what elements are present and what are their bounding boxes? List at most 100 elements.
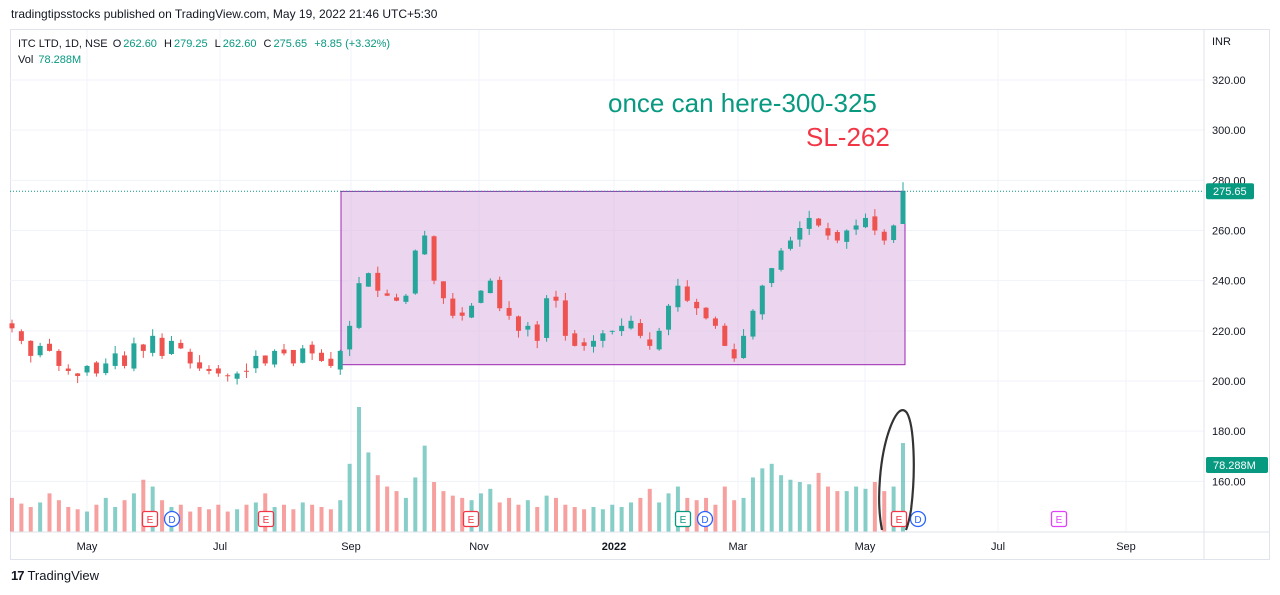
volume-bar [741,497,746,532]
candle-body [18,331,24,341]
volume-bar [160,500,165,532]
volume-bar [113,507,118,532]
candle-body [703,307,709,319]
volume-bar [394,491,399,532]
candle-body [347,325,353,350]
hand-drawn-ellipse [878,409,915,531]
candle-body [319,352,325,361]
currency-label: INR [1212,36,1231,48]
close-label: C [263,38,272,50]
annotation-stop: SL-262 [806,122,890,152]
volume-bar [94,504,99,532]
volume-bar [253,502,258,532]
earnings-marker-icon [257,510,275,528]
date-tick-label: Nov [469,541,489,553]
volume-bar [750,477,755,532]
candle-body [759,285,765,315]
volume-bar [591,507,596,532]
volume-bar [206,509,211,532]
volume-bar [769,463,774,532]
candle-body [515,316,521,331]
candle-body [525,325,531,330]
earnings-marker-icon [1050,510,1068,528]
candle-body [215,368,221,374]
volume-bar [131,493,136,532]
close-value: 275.65 [273,38,308,50]
earnings-marker-icon [462,510,480,528]
volume-bar [281,504,286,532]
candle-body [150,335,156,353]
volume-label: Vol [18,54,34,66]
volume-bar [891,486,896,532]
candle-body [403,295,409,302]
candle-body [440,281,446,299]
volume-bar [657,502,662,532]
price-tick-label: 260.00 [1212,226,1246,238]
candle-body [262,355,268,364]
volume-bar [422,445,427,532]
volume-bar [328,509,333,532]
candle-body [741,335,747,359]
candle-body [375,272,381,291]
volume-bar [872,482,877,532]
volume-bar [629,502,634,532]
volume-bar [713,504,718,532]
last-price-badge-text: 275.65 [1213,186,1247,198]
event-marker-label: E [147,515,154,526]
volume-bar [403,497,408,532]
volume-bar [647,488,652,532]
open-label: O [112,38,122,50]
candle-body [187,351,193,364]
candle-body [412,250,418,294]
candle-body [272,350,278,365]
earnings-marker-icon [141,510,159,528]
volume-bar [338,500,343,532]
volume-bar [47,493,52,532]
volume-bar [732,500,737,532]
volume-bar [816,472,821,532]
volume-bar [366,452,371,532]
candle-body [637,323,643,336]
candle-body [365,273,371,287]
candle-body [544,298,550,338]
candle-body [459,312,465,316]
earnings-marker-icon [674,510,692,528]
candle-body [844,230,850,242]
footer-brand[interactable]: 17 TradingView [11,568,99,583]
candle-body [159,337,165,356]
date-tick-label: Jul [213,541,227,553]
candle-body [243,370,249,372]
candle-body [600,333,606,341]
volume-bar [197,507,202,532]
volume-bar [357,407,362,532]
price-tick-label: 220.00 [1212,326,1246,338]
volume-bar [385,486,390,532]
event-marker-label: E [1056,515,1063,526]
candle-body [478,290,484,303]
symbol-name: ITC LTD, 1D, NSE [18,38,108,50]
candle-body [450,298,456,316]
low-label: L [214,38,221,50]
range-box-layer [340,190,906,366]
volume-bar [319,507,324,532]
volume-bar [300,502,305,532]
price-tick-label: 160.00 [1212,476,1246,488]
change-value: +8.85 (+3.32%) [314,38,391,50]
candle-body [253,355,259,369]
volume-bar [244,504,249,532]
candle-body [65,368,71,371]
candle-body [872,216,878,231]
volume-bar [10,497,14,532]
candle-body [469,305,475,318]
date-tick-label: Mar [729,541,748,553]
event-marker-label: D [701,515,708,526]
dividend-marker-icon [909,510,927,528]
dividend-marker-icon [163,510,181,528]
candle-body [862,217,868,228]
volume-bar [188,511,193,532]
candle-body [300,348,306,363]
volume-bar [235,509,240,532]
candle-body [337,350,343,370]
